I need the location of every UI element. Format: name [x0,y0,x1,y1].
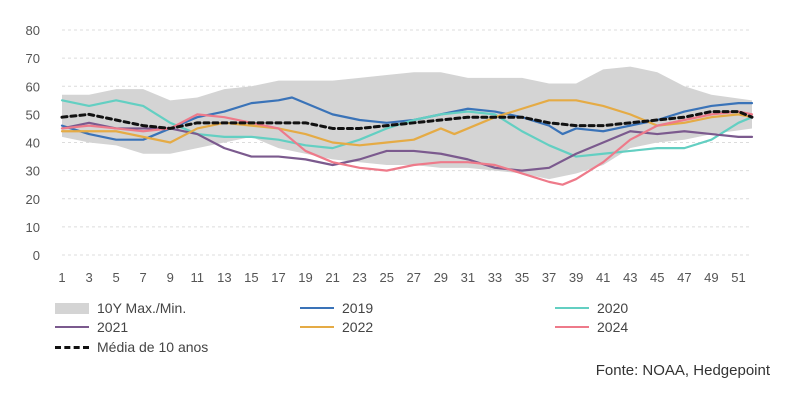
legend-swatch-2022 [300,326,334,328]
legend-item-2019: 2019 [300,300,373,316]
x-tick-label: 23 [352,270,366,285]
legend-swatch-band [55,302,89,314]
legend-item-2020: 2020 [555,300,628,316]
x-tick-label: 15 [244,270,258,285]
x-tick-label: 43 [623,270,637,285]
x-tick-label: 47 [677,270,691,285]
x-tick-label: 11 [191,270,205,285]
x-tick-label: 27 [407,270,421,285]
x-tick-label: 51 [731,270,745,285]
x-tick-label: 41 [596,270,610,285]
y-tick-label: 80 [26,23,40,38]
legend-item-2021: 2021 [55,319,128,335]
legend-label-2019: 2019 [342,300,374,316]
legend-item-average: Média de 10 anos [55,339,208,355]
legend-swatch-average [55,345,89,349]
x-tick-label: 35 [515,270,529,285]
x-tick-label: 13 [217,270,231,285]
x-axis-ticks: 1 3 5 7 9 11 13 15 17 19 21 23 25 27 29 31 33 35 37 39 41 43 4… [58,270,745,285]
x-tick-label: 31 [461,270,475,285]
legend-swatch-2019 [300,307,334,309]
legend-label-average: Média de 10 anos [97,339,209,355]
legend-swatch-2020 [555,307,589,309]
legend-item-2024: 2024 [555,319,628,335]
y-tick-label: 20 [26,192,40,207]
x-tick-label: 1 [58,270,65,285]
y-tick-label: 30 [26,164,40,179]
legend-label-2022: 2022 [342,319,374,335]
y-tick-label: 70 [26,51,40,66]
series-line-m-dia-de-10-anos [60,110,754,130]
legend-label-2024: 2024 [597,319,629,335]
legend-swatch-2021 [55,326,89,328]
source-note: Fonte: NOAA, Hedgepoint [595,362,770,379]
series-line-2021 [60,121,754,172]
legend-item-band: 10Y Max./Min. [55,300,186,316]
x-tick-label: 17 [271,270,285,285]
x-tick-label: 33 [488,270,502,285]
y-tick-label: 10 [26,220,40,235]
x-tick-label: 39 [569,270,583,285]
x-tick-label: 29 [434,270,448,285]
x-tick-label: 7 [140,270,147,285]
y-tick-label: 50 [26,107,40,122]
x-tick-label: 3 [85,270,92,285]
x-tick-label: 21 [325,270,339,285]
y-tick-label: 40 [26,136,40,151]
series-line-2024 [60,110,754,186]
x-tick-label: 9 [167,270,174,285]
legend-label-2020: 2020 [597,300,629,316]
legend-label-2021: 2021 [97,319,129,335]
y-tick-label: 60 [26,79,40,94]
x-tick-label: 49 [704,270,718,285]
x-tick-label: 25 [379,270,393,285]
legend-label-band: 10Y Max./Min. [97,300,187,316]
legend-swatch-2024 [555,326,589,328]
legend-item-2022: 2022 [300,319,373,335]
x-tick-label: 19 [298,270,312,285]
x-tick-label: 45 [650,270,664,285]
y-tick-label: 0 [33,248,40,263]
x-tick-label: 37 [542,270,556,285]
y-axis-ticks: 0 10 20 30 40 50 60 70 80 [26,23,40,263]
x-tick-label: 5 [113,270,120,285]
series-lines [60,96,754,186]
